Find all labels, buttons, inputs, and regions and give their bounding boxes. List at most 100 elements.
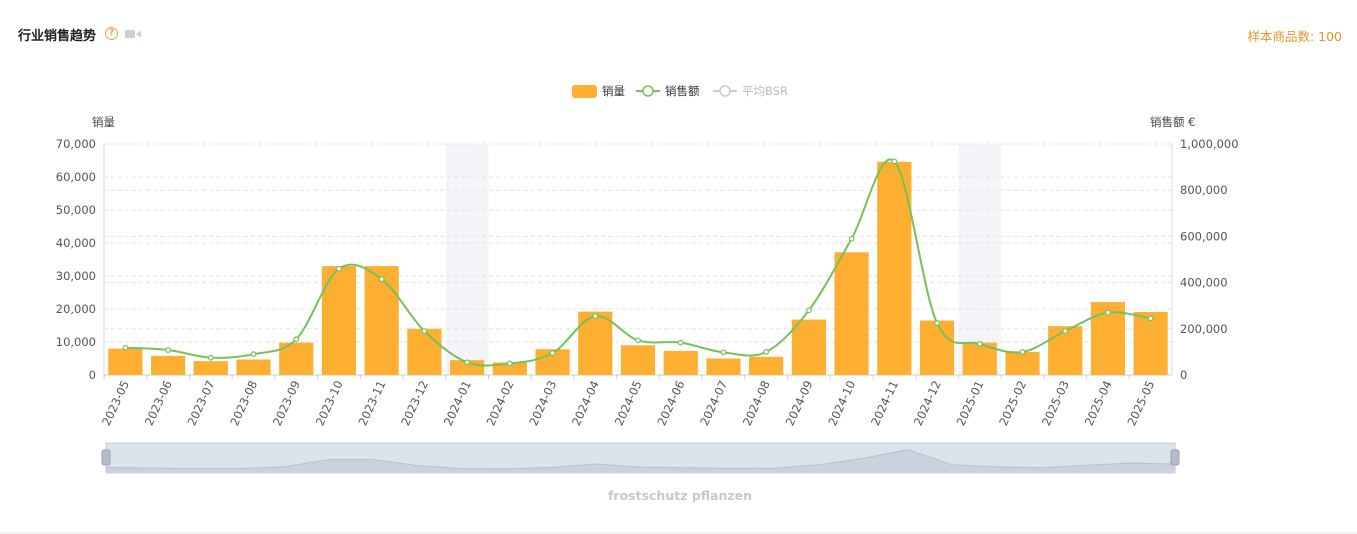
legend-bar-label[interactable]: 销量 <box>602 84 625 98</box>
bar-2024-05[interactable] <box>620 345 656 375</box>
x-tick-label: 2024-06 <box>654 378 687 427</box>
y-right-tick-label: 1,000,000 <box>1180 137 1239 151</box>
x-tick-label: 2024-03 <box>526 378 559 427</box>
sales-point-2025-01[interactable] <box>976 340 983 347</box>
zoom-slider-preview-line <box>105 449 1176 470</box>
y-right-tick-label: 0 <box>1180 368 1187 382</box>
x-tick-label: 2025-05 <box>1124 378 1157 427</box>
x-tick-label: 2025-03 <box>1039 378 1072 427</box>
bar-2024-11[interactable] <box>877 161 912 375</box>
bar-2025-05[interactable] <box>1133 311 1168 375</box>
y-left-tick-label: 40,000 <box>56 236 96 250</box>
y-right-tick-label: 200,000 <box>1180 322 1228 336</box>
sales-point-2024-12[interactable] <box>934 320 940 326</box>
bar-2024-07[interactable] <box>706 358 741 376</box>
highlight-band <box>445 144 489 375</box>
y-left-tick-label: 20,000 <box>56 302 96 316</box>
x-tick-label: 2023-06 <box>142 378 175 427</box>
sales-point-2024-05[interactable] <box>635 337 641 344</box>
bar-2024-02[interactable] <box>492 362 527 375</box>
chart-header: 行业销售趋势 ? 样本商品数: 100 <box>0 0 1357 60</box>
bar-2024-10[interactable] <box>834 252 869 375</box>
bar-2024-12[interactable] <box>919 320 955 375</box>
x-tick-label: 2024-02 <box>484 378 517 427</box>
sales-point-2025-04[interactable] <box>1105 309 1111 316</box>
x-tick-label: 2023-07 <box>185 378 218 427</box>
x-tick-label: 2024-01 <box>441 378 474 427</box>
x-tick-label: 2024-05 <box>612 378 645 427</box>
video-camera-icon[interactable] <box>125 29 141 39</box>
x-tick-label: 2024-09 <box>783 378 816 427</box>
sales-amount-line <box>125 158 1151 367</box>
y-left-tick-label: 10,000 <box>56 335 96 349</box>
x-tick-label: 2024-08 <box>740 378 773 427</box>
x-tick-label: 2023-12 <box>398 378 431 427</box>
sales-point-2025-05[interactable] <box>1147 315 1154 322</box>
zoom-handle-right[interactable] <box>1170 449 1180 466</box>
x-tick-label: 2025-02 <box>996 378 1029 427</box>
sales-point-2023-09[interactable] <box>293 336 300 343</box>
x-tick-label: 2023-05 <box>99 378 132 427</box>
bar-2023-08[interactable] <box>236 359 271 375</box>
sales-point-2023-11[interactable] <box>378 276 385 283</box>
sales-point-2023-06[interactable] <box>165 347 171 353</box>
bar-2024-04[interactable] <box>578 311 613 375</box>
bar-2023-05[interactable] <box>108 348 143 375</box>
zoom-handle-left[interactable] <box>101 449 111 466</box>
sales-point-2024-08[interactable] <box>763 349 770 355</box>
sales-point-2023-07[interactable] <box>207 354 214 361</box>
sales-point-2025-02[interactable] <box>1019 349 1026 355</box>
bar-2024-08[interactable] <box>749 356 784 375</box>
y-left-tick-label: 0 <box>89 368 96 382</box>
sales-point-2024-06[interactable] <box>677 339 684 346</box>
bar-2024-06[interactable] <box>663 350 698 375</box>
sample-count-label: 样本商品数: 100 <box>1247 29 1342 44</box>
legend-bar-swatch[interactable] <box>572 85 597 98</box>
y-left-tick-label: 60,000 <box>56 170 96 184</box>
x-tick-label: 2024-12 <box>911 378 944 427</box>
x-tick-label: 2024-04 <box>569 378 602 427</box>
bar-2023-12[interactable] <box>407 328 442 375</box>
sales-point-2023-08[interactable] <box>250 351 257 358</box>
bar-2025-03[interactable] <box>1048 326 1083 375</box>
y-left-tick-label: 30,000 <box>56 269 96 283</box>
y-right-tick-label: 400,000 <box>1180 276 1228 290</box>
sales-point-2024-10[interactable] <box>848 235 855 242</box>
legend-line-label[interactable]: 销售额 <box>665 84 700 98</box>
x-tick-label: 2024-10 <box>825 378 858 427</box>
bar-2024-09[interactable] <box>791 319 826 375</box>
bar-2023-11[interactable] <box>364 266 399 375</box>
x-tick-label: 2023-09 <box>270 378 303 427</box>
sales-point-2024-09[interactable] <box>805 307 812 314</box>
x-tick-label: 2025-01 <box>953 378 986 427</box>
y-left-axis-label: 销量 <box>92 115 115 129</box>
legend-bsr-label[interactable]: 平均BSR <box>742 84 788 98</box>
sales-point-2023-05[interactable] <box>122 344 129 351</box>
x-tick-label: 2025-04 <box>1082 378 1115 427</box>
sales-point-2025-03[interactable] <box>1062 328 1069 335</box>
y-right-tick-label: 600,000 <box>1180 229 1228 243</box>
bar-2023-06[interactable] <box>150 355 186 375</box>
x-tick-label: 2024-11 <box>868 378 901 427</box>
question-circle-icon[interactable]: ? <box>105 27 118 40</box>
sales-point-2023-10[interactable] <box>336 265 342 272</box>
bar-2023-07[interactable] <box>193 361 228 375</box>
y-right-axis-label: 销售额 € <box>1150 115 1195 129</box>
bottom-divider <box>0 532 1357 534</box>
y-left-tick-label: 50,000 <box>56 203 96 217</box>
y-right-tick-label: 800,000 <box>1180 183 1228 197</box>
bar-2025-02[interactable] <box>1005 351 1040 375</box>
sales-point-2024-01[interactable] <box>464 359 471 366</box>
legend-bsr-marker[interactable] <box>719 85 731 97</box>
sales-point-2024-02[interactable] <box>506 360 513 367</box>
x-tick-label: 2023-11 <box>355 378 388 427</box>
sales-point-2024-04[interactable] <box>592 313 599 319</box>
sales-point-2024-07[interactable] <box>720 349 727 356</box>
legend-line-marker[interactable] <box>642 85 654 97</box>
y-left-tick-label: 70,000 <box>56 137 96 151</box>
sales-point-2023-12[interactable] <box>421 328 428 335</box>
sales-point-2024-03[interactable] <box>549 350 556 356</box>
x-tick-label: 2023-08 <box>227 378 260 427</box>
sales-point-2024-11[interactable] <box>891 158 898 165</box>
